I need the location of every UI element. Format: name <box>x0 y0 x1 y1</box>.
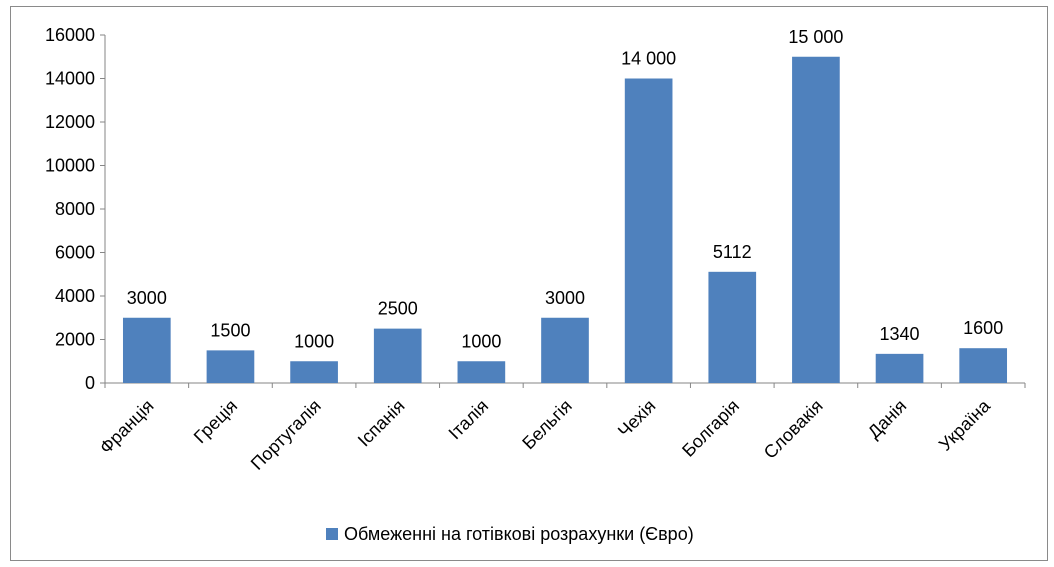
data-label: 2500 <box>378 299 418 319</box>
x-tick-label: Франція <box>96 396 158 458</box>
data-label: 15 000 <box>788 27 843 47</box>
x-tick-label: Словакія <box>760 396 827 463</box>
bar <box>624 78 673 383</box>
legend: Обмеженні на готівкові розрахунки (Євро) <box>326 524 694 544</box>
bar <box>290 361 338 383</box>
bar <box>708 271 757 383</box>
data-label: 5112 <box>713 242 752 262</box>
bar <box>959 348 1008 383</box>
x-tick-label: Італія <box>445 396 493 444</box>
data-label: 3000 <box>545 288 585 308</box>
x-tick-label: Болгарія <box>678 396 743 461</box>
x-tick-label: Португалія <box>247 396 325 474</box>
x-tick-label: Іспанія <box>354 396 409 451</box>
data-label: 1000 <box>294 331 334 351</box>
y-axis: 0 2000 4000 6000 8000 10000 12000 14000 16000 <box>45 25 106 393</box>
y-tick-label: 10000 <box>45 156 95 176</box>
bar <box>541 317 589 383</box>
y-tick-label: 6000 <box>55 243 95 263</box>
legend-swatch <box>326 528 338 540</box>
x-tick-label: Бельгія <box>518 396 576 454</box>
data-label: 1340 <box>880 324 920 344</box>
bar <box>457 361 506 383</box>
bars <box>122 56 1008 383</box>
bar <box>122 317 171 383</box>
data-label: 14 000 <box>621 49 676 69</box>
data-labels: 3000 1500 1000 2500 1000 3000 14 000 5112 15 000… <box>127 27 1003 352</box>
x-axis: Франція Греція Португалія Іспанія Італія Бель… <box>96 382 1026 474</box>
legend-label: Обмеженні на готівкові розрахунки (Євро) <box>344 524 694 544</box>
x-tick-label: Данія <box>864 396 911 443</box>
bar <box>206 350 255 383</box>
y-tick-label: 16000 <box>45 25 95 45</box>
y-tick-label: 14000 <box>45 69 95 89</box>
data-label: 1500 <box>210 320 250 340</box>
data-label: 3000 <box>127 288 167 308</box>
y-tick-label: 4000 <box>55 286 95 306</box>
y-tick-label: 8000 <box>55 199 95 219</box>
bar <box>373 328 422 383</box>
y-tick-label: 2000 <box>55 330 95 350</box>
data-label: 1600 <box>963 318 1003 338</box>
chart-frame <box>10 6 1048 561</box>
y-tick-label: 12000 <box>45 112 95 132</box>
data-label: 1000 <box>461 331 501 351</box>
y-tick-label: 0 <box>85 373 95 393</box>
x-tick-label: Греція <box>190 396 241 447</box>
x-tick-label: Чехія <box>614 396 660 442</box>
bar <box>875 353 924 383</box>
x-tick-label: Україна <box>935 395 995 455</box>
bar <box>792 56 840 383</box>
